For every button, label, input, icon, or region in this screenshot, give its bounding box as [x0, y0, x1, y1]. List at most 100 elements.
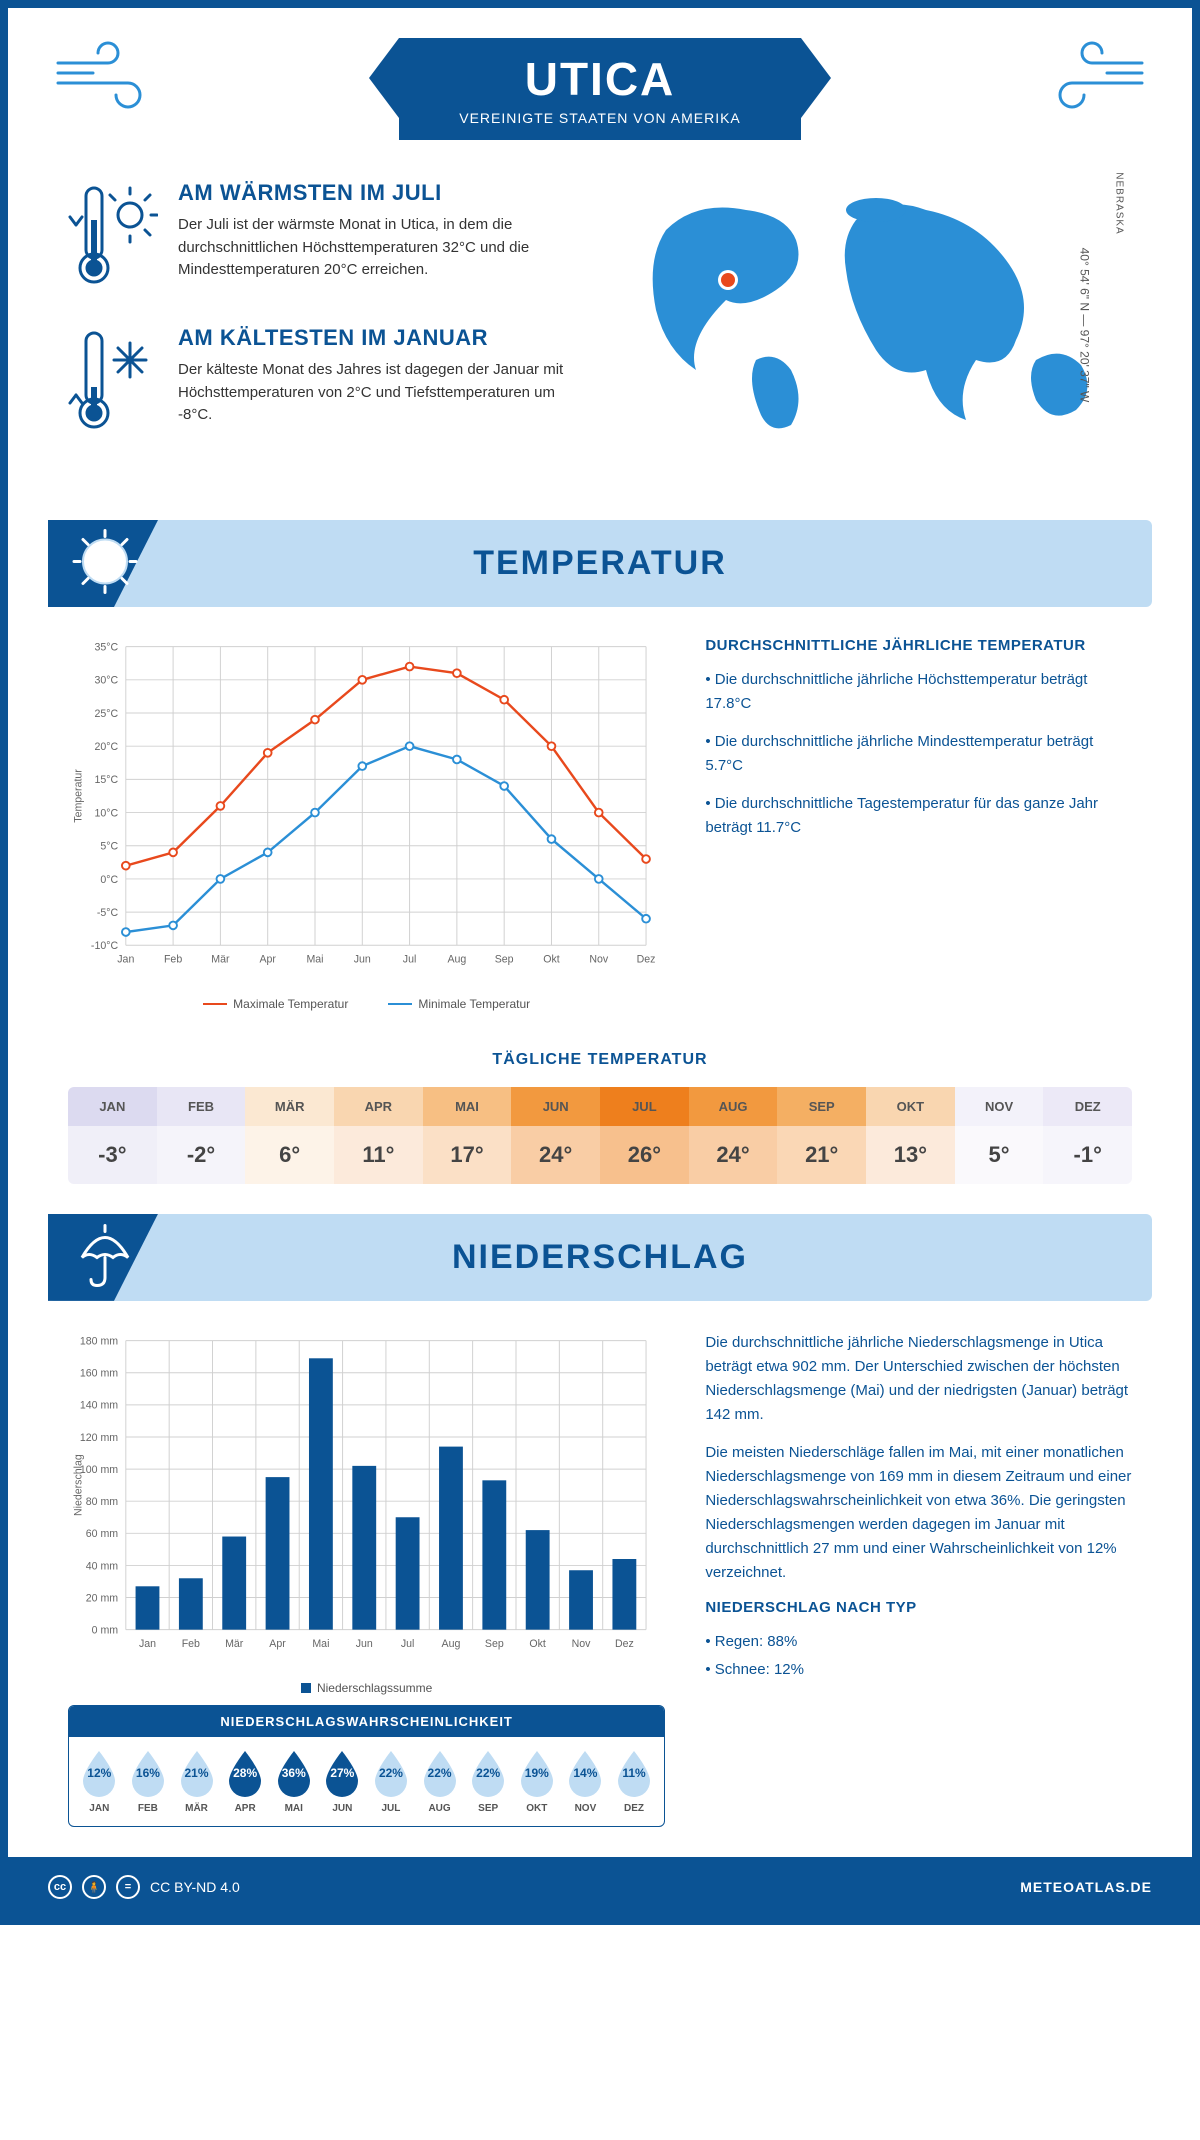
title-banner: UTICA VEREINIGTE STAATEN VON AMERIKA [399, 38, 801, 140]
svg-text:Apr: Apr [269, 1638, 286, 1650]
svg-text:Jul: Jul [401, 1638, 415, 1650]
svg-text:Nov: Nov [589, 954, 609, 966]
svg-text:Aug: Aug [447, 954, 466, 966]
cc-icon: cc [48, 1875, 72, 1899]
svg-text:Okt: Okt [529, 1638, 546, 1650]
prob-cell: 12%JAN [77, 1749, 122, 1814]
svg-text:Mär: Mär [211, 954, 230, 966]
wind-icon [1032, 38, 1152, 123]
coordinates: 40° 54' 6" N — 97° 20' 37" W [1078, 248, 1092, 403]
prob-cell: 19%OKT [514, 1749, 559, 1814]
svg-text:20°C: 20°C [94, 741, 118, 753]
svg-text:Jul: Jul [403, 954, 417, 966]
svg-text:Dez: Dez [637, 954, 656, 966]
svg-text:Jan: Jan [139, 1638, 156, 1650]
by-icon: 🧍 [82, 1875, 106, 1899]
svg-text:35°C: 35°C [94, 641, 118, 653]
svg-text:Feb: Feb [164, 954, 182, 966]
legend-min: Minimale Temperatur [418, 997, 530, 1011]
precip-p2: Die meisten Niederschläge fallen im Mai,… [705, 1441, 1132, 1585]
site-name: METEOATLAS.DE [1020, 1879, 1152, 1895]
temp-facts-heading: DURCHSCHNITTLICHE JÄHRLICHE TEMPERATUR [705, 637, 1132, 654]
svg-text:Apr: Apr [259, 954, 276, 966]
prob-cell: 36%MAI [271, 1749, 316, 1814]
header: UTICA VEREINIGTE STAATEN VON AMERIKA [8, 8, 1192, 160]
svg-text:Jan: Jan [117, 954, 134, 966]
prob-cell: 28%APR [223, 1749, 268, 1814]
svg-text:Niederschlag: Niederschlag [72, 1454, 84, 1516]
license-text: CC BY-ND 4.0 [150, 1879, 240, 1895]
svg-text:30°C: 30°C [94, 675, 118, 687]
temp-cell: APR11° [334, 1087, 423, 1184]
temp-cell: JUL26° [600, 1087, 689, 1184]
wind-icon [48, 38, 168, 123]
prob-cell: 21%MÄR [174, 1749, 219, 1814]
section-title: TEMPERATUR [68, 544, 1132, 583]
temperature-facts: DURCHSCHNITTLICHE JÄHRLICHE TEMPERATUR •… [705, 637, 1132, 1011]
city-title: UTICA [459, 52, 741, 106]
svg-text:-5°C: -5°C [97, 907, 119, 919]
temperature-section-header: TEMPERATUR [48, 520, 1152, 607]
prob-title: NIEDERSCHLAGSWAHRSCHEINLICHKEIT [69, 1706, 664, 1737]
prob-cell: 11%DEZ [612, 1749, 657, 1814]
svg-text:5°C: 5°C [100, 841, 118, 853]
coldest-title: AM KÄLTESTEN IM JANUAR [178, 325, 580, 351]
temp-fact-3: • Die durchschnittliche Tagestemperatur … [705, 792, 1132, 840]
temperature-line-chart: -10°C -5°C 0°C 5°C 10°C 15°C 20°C 25°C 30°C 35°C J… [68, 637, 665, 1011]
thermometer-cold-icon [68, 325, 158, 440]
precipitation-bar-chart: 0 mm20 mm40 mm60 mm80 mm100 mm120 mm140 … [68, 1331, 665, 1827]
temp-cell: JAN-3° [68, 1087, 157, 1184]
svg-text:-10°C: -10°C [91, 940, 119, 952]
temp-cell: FEB-2° [157, 1087, 246, 1184]
svg-text:20 mm: 20 mm [86, 1592, 119, 1604]
legend-max: Maximale Temperatur [233, 997, 348, 1011]
svg-text:80 mm: 80 mm [86, 1496, 119, 1508]
precip-rain: • Regen: 88% [705, 1630, 1132, 1654]
temp-cell: SEP21° [777, 1087, 866, 1184]
svg-text:Jun: Jun [356, 1638, 373, 1650]
svg-text:0°C: 0°C [100, 874, 118, 886]
precipitation-text: Die durchschnittliche jährliche Niedersc… [705, 1331, 1132, 1827]
coldest-text: Der kälteste Monat des Jahres ist dagege… [178, 359, 580, 427]
svg-text:25°C: 25°C [94, 708, 118, 720]
svg-text:40 mm: 40 mm [86, 1560, 119, 1572]
temp-cell: JUN24° [511, 1087, 600, 1184]
prob-cell: 22%JUL [369, 1749, 414, 1814]
city-subtitle: VEREINIGTE STAATEN VON AMERIKA [459, 110, 741, 126]
svg-text:Mai: Mai [306, 954, 323, 966]
facts-column: AM WÄRMSTEN IM JULI Der Juli ist der wär… [68, 180, 580, 470]
map-column: NEBRASKA 40° 54' 6" N — 97° 20' 37" W [620, 180, 1132, 470]
prob-cell: 27%JUN [320, 1749, 365, 1814]
svg-text:180 mm: 180 mm [80, 1335, 118, 1347]
sun-icon [70, 526, 140, 601]
legend-precip: Niederschlagssumme [317, 1681, 432, 1695]
svg-text:Feb: Feb [182, 1638, 200, 1650]
warmest-title: AM WÄRMSTEN IM JULI [178, 180, 580, 206]
world-map-icon [620, 180, 1132, 440]
prob-cell: 14%NOV [563, 1749, 608, 1814]
precip-snow: • Schnee: 12% [705, 1658, 1132, 1682]
warmest-text: Der Juli ist der wärmste Monat in Utica,… [178, 214, 580, 282]
temp-fact-1: • Die durchschnittliche jährliche Höchst… [705, 668, 1132, 716]
svg-text:Jun: Jun [354, 954, 371, 966]
nd-icon: = [116, 1875, 140, 1899]
prob-cell: 22%AUG [417, 1749, 462, 1814]
svg-text:120 mm: 120 mm [80, 1432, 118, 1444]
svg-text:Temperatur: Temperatur [72, 769, 84, 823]
svg-text:10°C: 10°C [94, 807, 118, 819]
svg-text:Mai: Mai [312, 1638, 329, 1650]
section-title: NIEDERSCHLAG [68, 1238, 1132, 1277]
svg-text:Nov: Nov [572, 1638, 592, 1650]
temp-cell: NOV5° [955, 1087, 1044, 1184]
precipitation-probability-box: NIEDERSCHLAGSWAHRSCHEINLICHKEIT 12%JAN16… [68, 1705, 665, 1827]
prob-cell: 16%FEB [126, 1749, 171, 1814]
svg-text:15°C: 15°C [94, 774, 118, 786]
footer: cc 🧍 = CC BY-ND 4.0 METEOATLAS.DE [8, 1857, 1192, 1917]
svg-text:Okt: Okt [543, 954, 560, 966]
svg-text:160 mm: 160 mm [80, 1367, 118, 1379]
prob-cell: 22%SEP [466, 1749, 511, 1814]
svg-text:140 mm: 140 mm [80, 1400, 118, 1412]
temp-cell: MÄR6° [245, 1087, 334, 1184]
thermometer-hot-icon [68, 180, 158, 295]
svg-text:Sep: Sep [495, 954, 514, 966]
